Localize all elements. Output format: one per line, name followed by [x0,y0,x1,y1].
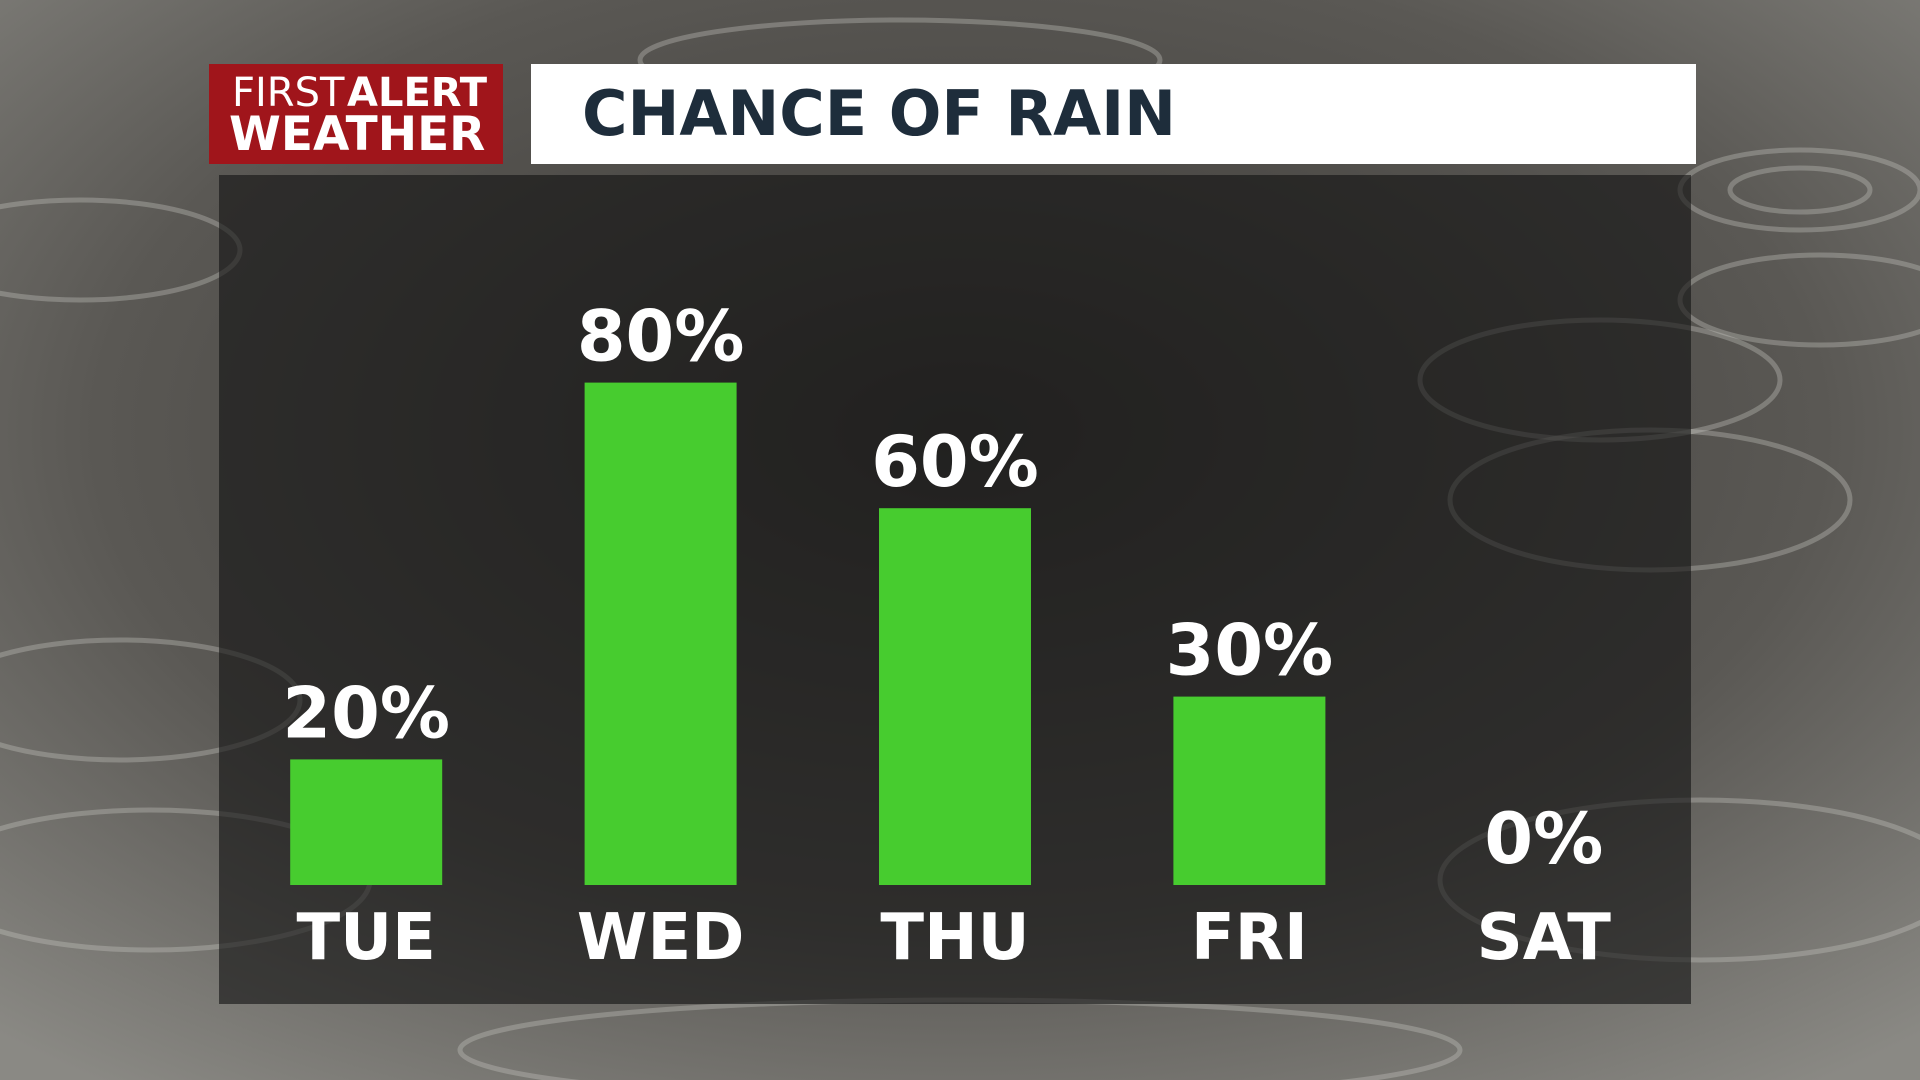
title-box [531,64,1696,164]
bar [1173,696,1326,885]
chart-title: CHANCE OF RAIN [582,77,1176,150]
logo-weather: WEATHER [229,107,485,162]
value-label: 80% [577,296,745,378]
logo-first: FIRST [232,70,345,116]
value-label: 20% [282,672,450,754]
x-tick-label: WED [577,901,744,975]
bar [584,382,737,885]
value-label: 60% [871,421,1039,503]
value-label: 0% [1484,798,1603,880]
bar [879,508,1031,885]
x-tick-label: SAT [1477,901,1612,975]
x-tick-label: FRI [1191,901,1308,975]
bar [290,759,443,885]
logo-alert: ALERT [347,70,488,116]
value-label: 30% [1166,610,1334,692]
x-tick-label: THU [880,901,1029,975]
logo-box [209,64,503,164]
x-tick-label: TUE [297,901,436,975]
